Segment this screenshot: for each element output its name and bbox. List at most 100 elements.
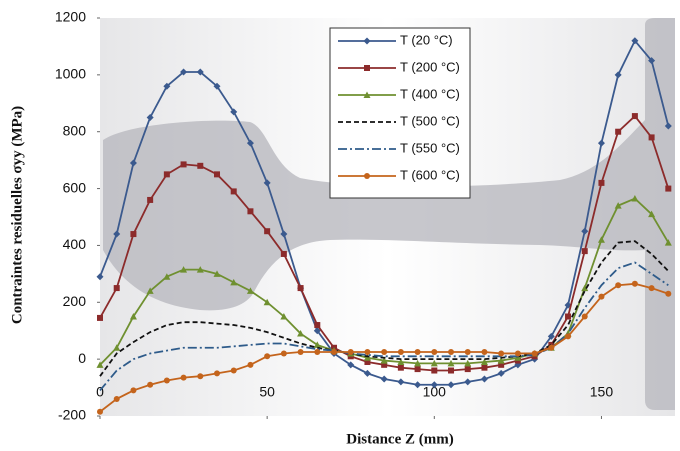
marker xyxy=(230,108,238,116)
marker xyxy=(147,381,154,388)
marker xyxy=(431,367,438,374)
marker xyxy=(364,349,371,356)
marker xyxy=(364,358,371,365)
marker xyxy=(481,364,488,371)
marker xyxy=(648,285,655,292)
marker xyxy=(497,369,505,377)
marker xyxy=(197,373,204,380)
marker xyxy=(480,358,488,365)
marker xyxy=(230,188,237,195)
marker xyxy=(280,350,287,357)
marker xyxy=(264,353,271,360)
marker xyxy=(363,354,371,361)
marker xyxy=(597,236,605,243)
marker xyxy=(297,330,305,337)
marker xyxy=(414,349,421,356)
marker xyxy=(447,359,455,367)
marker xyxy=(447,381,455,389)
marker xyxy=(565,313,572,320)
marker xyxy=(364,173,370,179)
marker xyxy=(380,375,388,383)
y-tick-label: 400 xyxy=(63,236,87,252)
marker xyxy=(664,122,672,130)
y-tick-label: 600 xyxy=(63,179,87,195)
marker xyxy=(464,378,472,386)
marker xyxy=(197,162,204,169)
marker xyxy=(414,366,421,373)
marker xyxy=(581,248,588,255)
marker xyxy=(280,313,288,320)
legend-label: T (600 °C) xyxy=(400,167,460,182)
marker xyxy=(263,179,271,187)
marker xyxy=(414,381,422,389)
marker xyxy=(430,381,438,389)
marker xyxy=(614,202,622,209)
legend-label: T (550 °C) xyxy=(400,140,460,155)
marker xyxy=(214,370,221,377)
x-axis-title: Distance Z (mm) xyxy=(346,431,453,447)
marker xyxy=(364,65,370,71)
marker xyxy=(464,366,471,373)
legend-label: T (400 °C) xyxy=(400,86,460,101)
x-tick-label: 0 xyxy=(96,383,104,399)
marker xyxy=(448,349,455,356)
marker xyxy=(497,357,505,364)
shaded-region xyxy=(103,120,645,311)
marker xyxy=(565,333,572,340)
marker xyxy=(631,195,639,202)
marker xyxy=(146,114,154,121)
marker xyxy=(615,282,622,289)
marker xyxy=(547,332,555,340)
marker xyxy=(648,210,656,218)
marker xyxy=(280,230,288,238)
marker xyxy=(381,349,388,356)
marker xyxy=(464,359,472,367)
marker xyxy=(313,341,321,348)
marker xyxy=(313,327,321,335)
marker xyxy=(380,357,388,364)
marker xyxy=(264,228,271,235)
x-tick-label: 100 xyxy=(423,383,447,399)
marker xyxy=(581,284,589,292)
marker xyxy=(97,314,103,321)
marker xyxy=(314,322,321,329)
y-axis-title: Contraintes residuelles σyy (MPa) xyxy=(9,106,25,324)
marker xyxy=(196,266,204,273)
legend-label: T (200 °C) xyxy=(400,59,460,74)
marker xyxy=(163,171,170,178)
y-tick-label: 1200 xyxy=(55,9,86,25)
series xyxy=(97,280,672,415)
marker xyxy=(548,344,555,351)
marker xyxy=(631,113,638,120)
y-tick-label: 0 xyxy=(78,350,86,366)
marker xyxy=(514,350,521,357)
y-tick-label: 800 xyxy=(63,122,87,138)
marker xyxy=(230,367,237,374)
y-tick-label: -200 xyxy=(58,407,86,423)
marker xyxy=(665,185,672,192)
marker xyxy=(314,349,321,356)
marker xyxy=(129,313,137,320)
marker xyxy=(230,278,238,286)
marker xyxy=(614,71,622,79)
marker xyxy=(146,287,154,294)
marker xyxy=(246,139,254,147)
marker xyxy=(598,293,605,300)
marker xyxy=(180,374,187,381)
marker xyxy=(163,377,170,384)
marker xyxy=(214,171,221,178)
marker xyxy=(665,290,672,297)
marker xyxy=(498,361,505,368)
series xyxy=(99,261,669,391)
marker xyxy=(113,230,121,238)
marker xyxy=(531,350,538,357)
line xyxy=(99,261,669,391)
marker xyxy=(96,361,104,368)
marker xyxy=(180,266,188,273)
line xyxy=(99,240,669,377)
marker xyxy=(213,270,221,277)
marker xyxy=(480,375,488,383)
series xyxy=(96,37,672,389)
y-tick-label: 1000 xyxy=(55,66,86,82)
marker xyxy=(597,139,605,147)
